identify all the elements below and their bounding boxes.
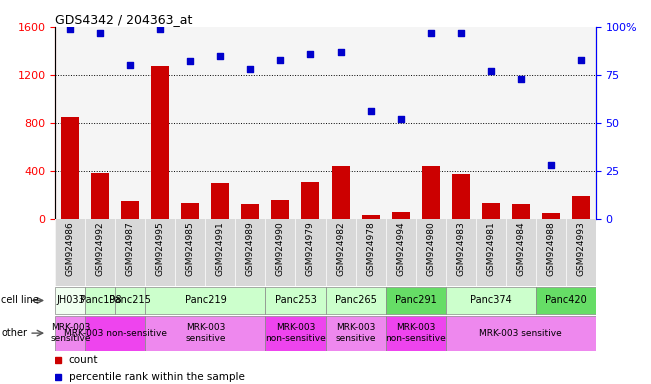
Text: GSM924989: GSM924989	[246, 221, 255, 276]
Bar	[326, 286, 385, 314]
Bar	[422, 166, 439, 219]
Bar	[85, 316, 145, 351]
Point	[95, 30, 105, 36]
Point	[186, 58, 196, 65]
Bar	[361, 215, 380, 219]
Text: GSM924990: GSM924990	[276, 221, 285, 276]
Bar	[572, 196, 590, 219]
Text: GSM924978: GSM924978	[366, 221, 375, 276]
Bar	[271, 200, 290, 219]
Bar	[542, 213, 560, 219]
Point	[155, 26, 165, 32]
Text: GSM924991: GSM924991	[216, 221, 225, 276]
Point	[65, 26, 76, 32]
Point	[365, 108, 376, 114]
Bar	[145, 286, 266, 314]
Text: GSM924985: GSM924985	[186, 221, 195, 276]
Point	[395, 116, 406, 122]
Bar	[391, 212, 409, 219]
Bar	[301, 182, 320, 219]
Point	[215, 53, 226, 59]
Point	[516, 76, 526, 82]
Bar	[536, 286, 596, 314]
Bar	[55, 316, 85, 351]
Text: GSM924994: GSM924994	[396, 221, 405, 276]
Bar	[212, 183, 229, 219]
Bar	[121, 201, 139, 219]
Text: GSM924995: GSM924995	[156, 221, 165, 276]
Text: other: other	[1, 328, 27, 338]
Bar	[385, 316, 445, 351]
Text: percentile rank within the sample: percentile rank within the sample	[69, 372, 245, 382]
Point	[245, 66, 256, 72]
Bar	[242, 204, 260, 219]
Text: GSM924987: GSM924987	[126, 221, 135, 276]
Point	[125, 62, 135, 68]
Text: GSM924980: GSM924980	[426, 221, 435, 276]
Point	[575, 56, 586, 63]
Text: MRK-003 non-sensitive: MRK-003 non-sensitive	[64, 329, 167, 338]
Bar	[91, 173, 109, 219]
Point	[305, 51, 316, 57]
Text: GSM924981: GSM924981	[486, 221, 495, 276]
Text: MRK-003
non-sensitive: MRK-003 non-sensitive	[385, 323, 446, 343]
Bar	[266, 286, 326, 314]
Bar	[115, 286, 145, 314]
Point	[425, 30, 436, 36]
Bar	[85, 286, 115, 314]
Text: MRK-003
sensitive: MRK-003 sensitive	[335, 323, 376, 343]
Text: JH033: JH033	[56, 295, 85, 306]
Text: GSM924983: GSM924983	[456, 221, 465, 276]
Text: GSM924988: GSM924988	[546, 221, 555, 276]
Bar	[152, 66, 169, 219]
Text: GSM924993: GSM924993	[576, 221, 585, 276]
Text: cell line: cell line	[1, 295, 39, 306]
Bar	[452, 174, 469, 219]
Point	[546, 162, 556, 168]
Text: Panc291: Panc291	[395, 295, 436, 306]
Bar	[482, 203, 499, 219]
Text: count: count	[69, 356, 98, 366]
Bar	[326, 316, 385, 351]
Point	[335, 49, 346, 55]
Text: GSM924979: GSM924979	[306, 221, 315, 276]
Text: GSM924986: GSM924986	[66, 221, 75, 276]
Bar	[385, 286, 445, 314]
Text: Panc198: Panc198	[79, 295, 121, 306]
Text: Panc374: Panc374	[470, 295, 512, 306]
Text: GSM924992: GSM924992	[96, 221, 105, 276]
Point	[486, 68, 496, 74]
Bar	[182, 203, 199, 219]
Bar	[331, 166, 350, 219]
Text: Panc253: Panc253	[275, 295, 316, 306]
Bar	[55, 286, 85, 314]
Text: MRK-003
sensitive: MRK-003 sensitive	[185, 323, 226, 343]
Text: GSM924984: GSM924984	[516, 221, 525, 276]
Bar	[445, 316, 596, 351]
Bar	[512, 204, 530, 219]
Point	[456, 30, 466, 36]
Bar	[145, 316, 266, 351]
Text: Panc215: Panc215	[109, 295, 151, 306]
Bar	[61, 117, 79, 219]
Text: MRK-003 sensitive: MRK-003 sensitive	[479, 329, 562, 338]
Text: Panc265: Panc265	[335, 295, 376, 306]
Text: MRK-003
sensitive: MRK-003 sensitive	[50, 323, 90, 343]
Text: GSM924982: GSM924982	[336, 221, 345, 276]
Text: Panc420: Panc420	[545, 295, 587, 306]
Text: Panc219: Panc219	[184, 295, 227, 306]
Text: GDS4342 / 204363_at: GDS4342 / 204363_at	[55, 13, 193, 26]
Text: MRK-003
non-sensitive: MRK-003 non-sensitive	[265, 323, 326, 343]
Bar	[445, 286, 536, 314]
Bar	[266, 316, 326, 351]
Point	[275, 56, 286, 63]
